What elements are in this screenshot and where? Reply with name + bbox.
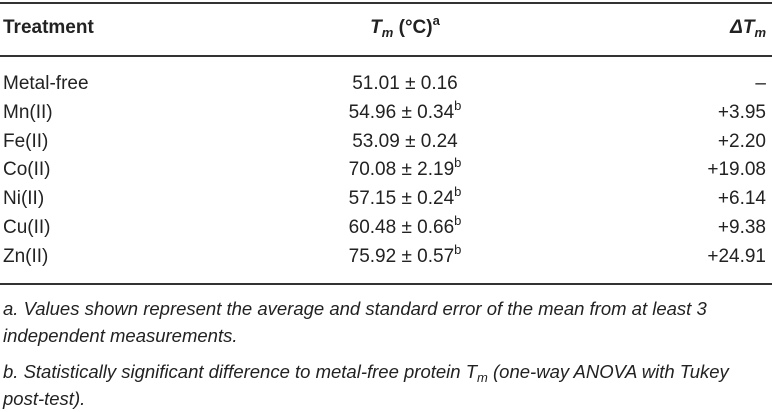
- row-treatment: Mn(II): [3, 101, 53, 123]
- tm-note: b: [454, 213, 462, 228]
- header-cell: Treatment: [3, 16, 94, 40]
- row-tm: 57.15 ± 0.24b: [348, 184, 462, 211]
- tm-value: 75.92 ± 0.57: [348, 245, 455, 267]
- row-delta: +24.91: [707, 245, 766, 267]
- header-text: ΔT: [730, 17, 755, 38]
- row-tm: 51.01 ± 0.16: [352, 72, 458, 96]
- header-cell: Tm (°C)a: [370, 13, 440, 40]
- row-treatment: Zn(II): [3, 245, 49, 267]
- row-delta: +9.38: [717, 217, 766, 238]
- header-sub: m: [381, 25, 394, 40]
- header-text: T: [370, 17, 382, 38]
- footnote: a. Values shown represent the average an…: [3, 295, 769, 349]
- row-delta: +6.14: [717, 188, 766, 210]
- header-text: Treatment: [3, 17, 94, 38]
- row-delta: +19.08: [707, 159, 766, 181]
- tm-value: 70.08 ± 2.19: [348, 159, 455, 181]
- tm-value: 51.01 ± 0.16: [352, 73, 458, 94]
- row-treatment: Metal-free: [3, 73, 89, 94]
- header-text: (°C): [393, 17, 433, 38]
- row-tm: 75.92 ± 0.57b: [348, 241, 462, 269]
- header-sup: a: [432, 13, 440, 28]
- row-tm: 70.08 ± 2.19b: [348, 155, 462, 182]
- tm-note: b: [454, 184, 462, 200]
- row-treatment: Fe(II): [3, 130, 49, 152]
- row-treatment: Co(II): [3, 159, 51, 181]
- row-tm: 54.96 ± 0.34b: [348, 97, 462, 125]
- row-treatment: Ni(II): [3, 188, 45, 210]
- bottom-rule: [0, 283, 772, 285]
- footnote-text: b. Statistically significant difference …: [3, 361, 478, 382]
- footnote: b. Statistically significant difference …: [3, 358, 769, 412]
- tm-value: 54.96 ± 0.34: [348, 101, 455, 123]
- tm-value: 57.15 ± 0.24: [348, 188, 455, 210]
- tm-value: 60.48 ± 0.66: [348, 217, 455, 238]
- header-sub: m: [754, 25, 766, 40]
- tm-note: b: [454, 241, 462, 257]
- footnote-text: a. Values shown represent the average an…: [3, 298, 707, 346]
- top-rule: [0, 2, 772, 4]
- footnote-text: (one-way ANOVA with Tukey post-test).: [3, 361, 729, 409]
- row-delta: –: [755, 73, 766, 94]
- row-delta: +2.20: [717, 130, 766, 152]
- row-delta: +3.95: [717, 101, 766, 123]
- footnote-sub: m: [477, 370, 488, 385]
- row-treatment: Cu(II): [3, 217, 51, 238]
- header-rule: [0, 55, 772, 57]
- tm-note: b: [454, 97, 462, 113]
- row-tm: 60.48 ± 0.66b: [348, 213, 462, 240]
- tm-value: 53.09 ± 0.24: [352, 130, 458, 152]
- header-cell: ΔTm: [730, 16, 766, 40]
- tm-note: b: [454, 155, 462, 171]
- row-tm: 53.09 ± 0.24: [352, 130, 458, 154]
